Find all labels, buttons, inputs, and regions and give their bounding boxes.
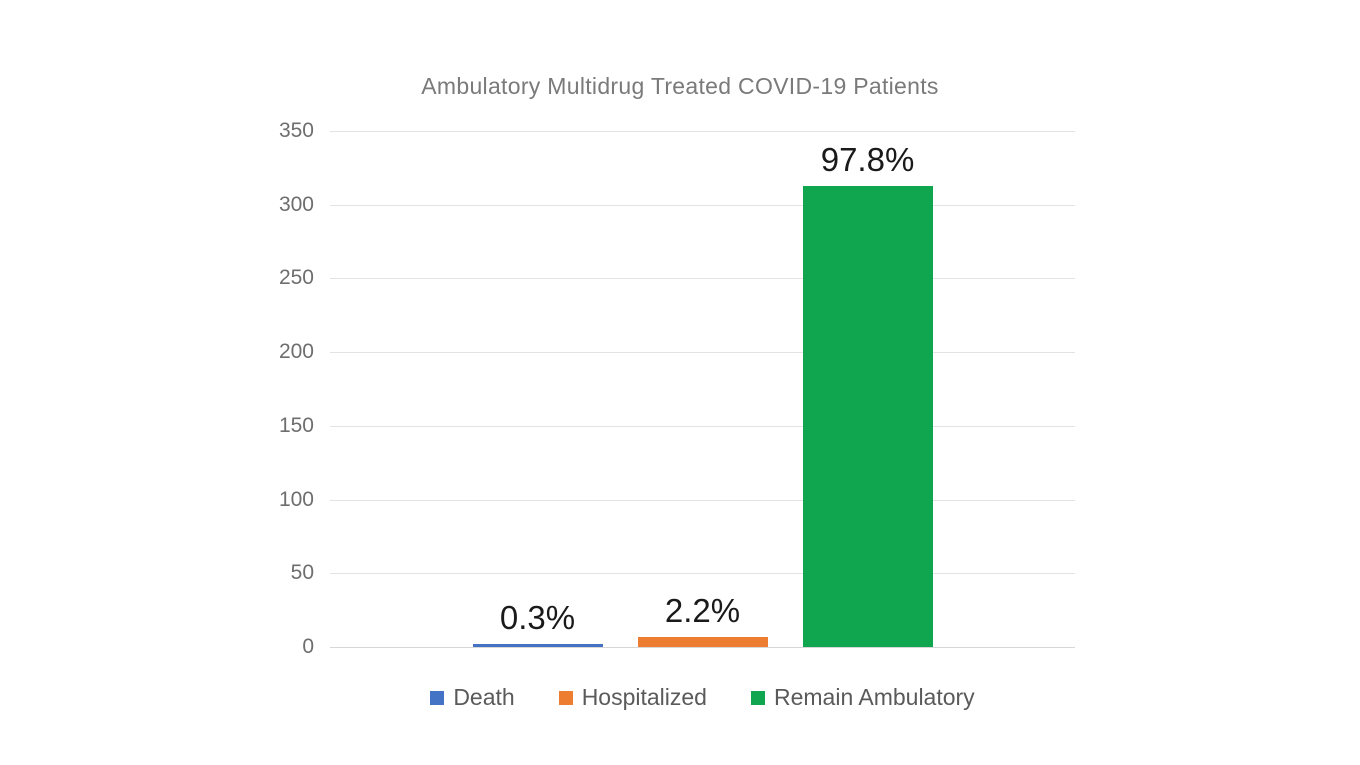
legend-marker-remain-ambulatory-icon <box>750 690 765 705</box>
chart-title: Ambulatory Multidrug Treated COVID-19 Pa… <box>421 73 939 99</box>
y-tick-label-50: 50 <box>290 561 314 585</box>
legend-marker-death-icon <box>430 690 445 705</box>
y-axis: 0 50 100 150 200 250 300 350 <box>224 119 314 658</box>
data-label-death: 0.3% <box>499 599 576 636</box>
plot-area: 0.3% 2.2% 97.8% <box>330 131 1075 648</box>
y-tick-label-300: 300 <box>278 192 314 216</box>
y-tick-label-0: 0 <box>302 635 314 658</box>
y-tick-label-250: 250 <box>278 266 314 290</box>
y-tick-label-350: 350 <box>278 119 314 142</box>
legend-label-hospitalized: Hospitalized <box>581 684 707 710</box>
gridline-50 <box>330 573 1075 575</box>
legend-item-hospitalized: Hospitalized <box>558 684 707 711</box>
gridline-250 <box>330 278 1075 280</box>
legend-marker-hospitalized-icon <box>558 690 573 705</box>
y-tick-label-100: 100 <box>278 487 314 511</box>
legend-label-remain-ambulatory: Remain Ambulatory <box>773 684 975 710</box>
y-tick-label-200: 200 <box>278 340 314 364</box>
legend-item-death: Death <box>430 684 515 711</box>
gridline-300 <box>330 204 1075 206</box>
gridline-100 <box>330 499 1075 501</box>
gridline-350 <box>330 131 1075 132</box>
bar-hospitalized <box>637 637 768 647</box>
legend-label-death: Death <box>453 684 515 710</box>
bar-remain-ambulatory <box>802 186 933 647</box>
bar-death <box>472 644 603 647</box>
gridline-0 <box>330 647 1075 648</box>
data-label-remain-ambulatory: 97.8% <box>820 141 915 178</box>
gridline-200 <box>330 352 1075 354</box>
data-label-hospitalized: 2.2% <box>664 592 741 629</box>
legend-item-remain-ambulatory: Remain Ambulatory <box>750 684 975 711</box>
gridline-150 <box>330 425 1075 427</box>
legend: Death Hospitalized Remain Ambulatory <box>330 684 1075 711</box>
y-tick-label-150: 150 <box>278 413 314 437</box>
